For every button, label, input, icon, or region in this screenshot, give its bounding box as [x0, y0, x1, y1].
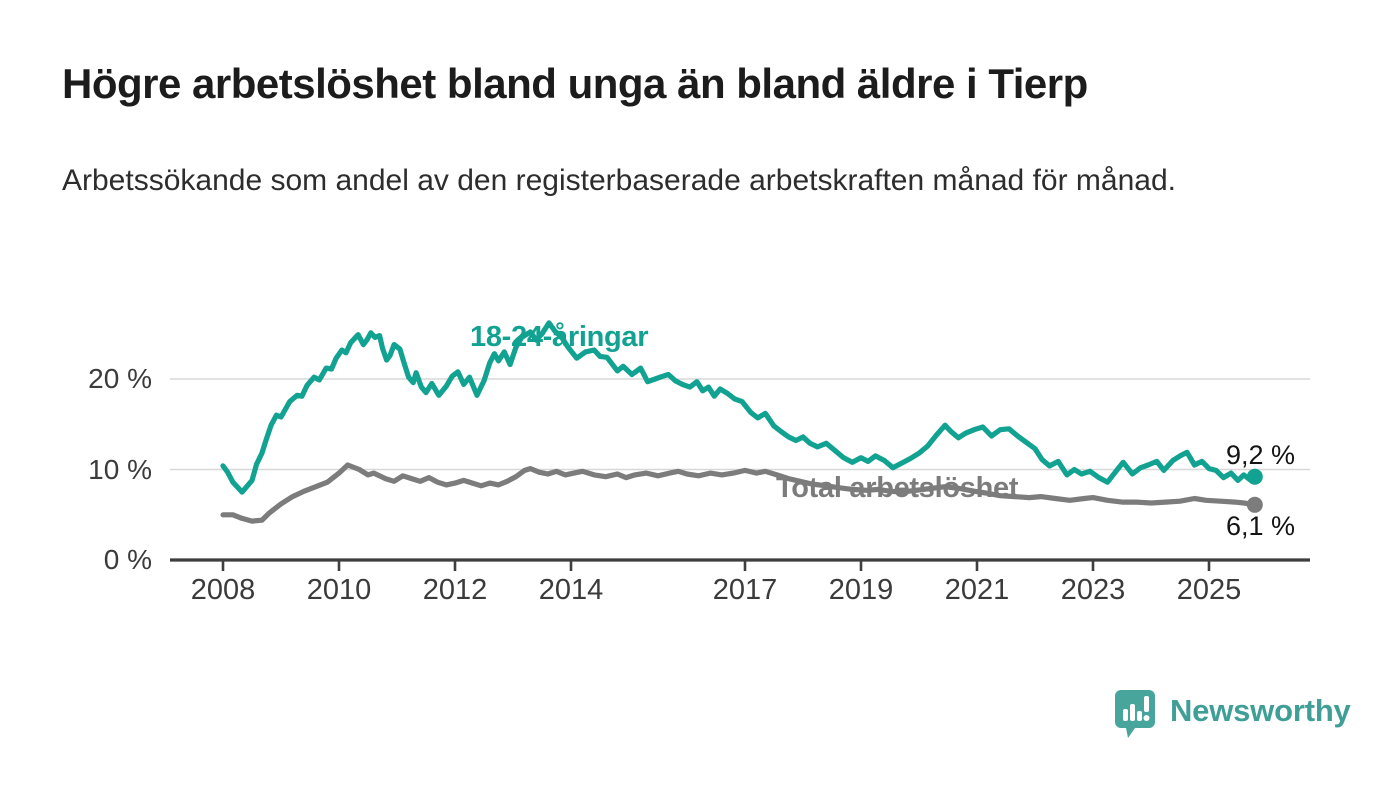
x-tick-label-2010: 2010 — [306, 574, 372, 606]
bar-chart-speech-bubble-icon — [1115, 690, 1155, 738]
logo-wordmark: Newsworthy — [1170, 693, 1351, 728]
series-label-youth: 18-24-åringar — [470, 321, 649, 353]
chart-subtitle: Arbetssökande som andel av den registerb… — [62, 164, 1176, 197]
x-tick-label-2017: 2017 — [712, 574, 778, 606]
y-tick-label-10: 10 % — [88, 453, 152, 485]
series-end-dot-18-24-åringar — [1246, 468, 1263, 485]
newsworthy-logo: Newsworthy — [1114, 688, 1351, 740]
x-tick-label-2021: 2021 — [944, 574, 1010, 606]
x-tick-label-2008: 2008 — [190, 574, 256, 606]
x-tick-label-2023: 2023 — [1060, 574, 1126, 606]
x-tick-label-2012: 2012 — [422, 574, 488, 606]
chart-title: Högre arbetslöshet bland unga än bland ä… — [62, 60, 1088, 107]
y-tick-label-0: 0 % — [103, 544, 152, 575]
series-label-total: Total arbetslöshet — [776, 472, 1019, 504]
x-tick-label-2014: 2014 — [538, 574, 604, 606]
end-value-label-youth: 9,2 % — [1226, 440, 1296, 470]
series-line-18-24-åringar — [220, 320, 1258, 495]
end-value-label-total: 6,1 % — [1226, 511, 1296, 541]
x-tick-label-2019: 2019 — [828, 574, 894, 606]
series-end-dot-Total arbetslöshet — [1246, 496, 1263, 513]
series-line-Total arbetslöshet — [220, 462, 1258, 524]
y-tick-label-20: 20 % — [88, 363, 152, 394]
x-tick-label-2025: 2025 — [1176, 574, 1242, 606]
